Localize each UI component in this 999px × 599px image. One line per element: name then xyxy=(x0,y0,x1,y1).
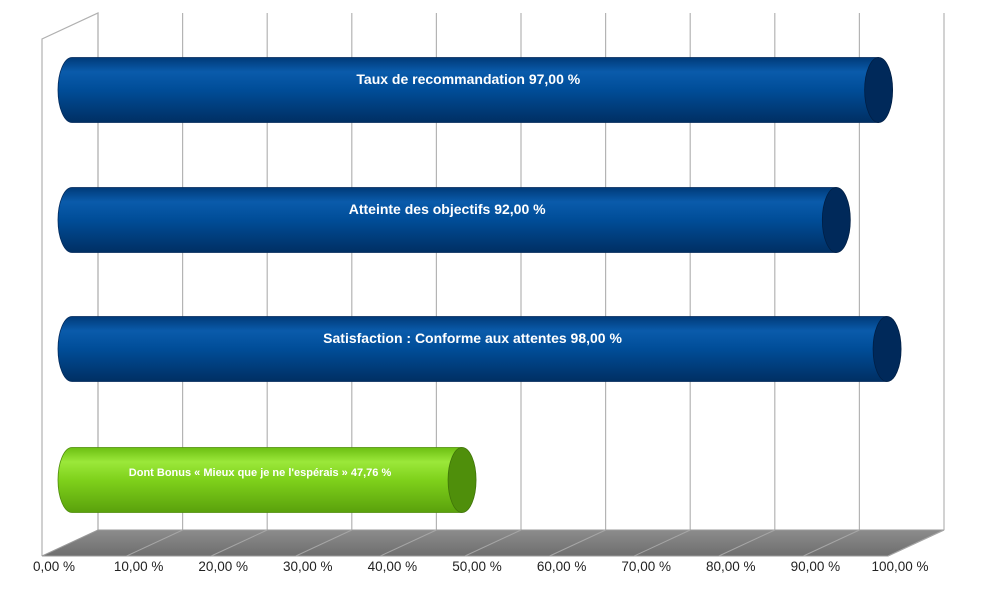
bar: Taux de recommandation 97,00 % xyxy=(57,57,894,123)
x-tick-label: 40,00 % xyxy=(368,559,418,574)
floor-gridline xyxy=(464,529,522,557)
bars: Taux de recommandation 97,00 % Atteinte d… xyxy=(57,57,902,513)
floor-gridline xyxy=(633,529,691,557)
floor-gridline xyxy=(718,529,776,557)
bar-data-label: Dont Bonus « Mieux que je ne l'espérais … xyxy=(129,467,392,479)
x-tick-label: 80,00 % xyxy=(706,559,756,574)
floor-gridline xyxy=(210,529,268,557)
bar: Dont Bonus « Mieux que je ne l'espérais … xyxy=(57,447,477,513)
floor-gridline xyxy=(887,529,945,557)
x-tick-label: 50,00 % xyxy=(452,559,502,574)
floor-gridline xyxy=(803,529,860,557)
bar-data-label: Satisfaction : Conforme aux attentes 98,… xyxy=(323,330,622,346)
x-tick-label: 60,00 % xyxy=(537,559,587,574)
bar-body xyxy=(57,447,463,513)
floor-gridline xyxy=(549,529,606,557)
x-axis-tick-labels: 0,00 % 10,00 % 20,00 % 30,00 % 40,00 % 50,00 … xyxy=(33,559,929,574)
x-tick-label: 100,00 % xyxy=(871,559,928,574)
x-tick-label: 70,00 % xyxy=(621,559,671,574)
x-tick-label: 0,00 % xyxy=(33,559,75,574)
chart-floor xyxy=(41,529,945,557)
floor-gridline xyxy=(126,529,183,557)
bar-data-label: Taux de recommandation 97,00 % xyxy=(356,71,580,87)
bar-end-cap xyxy=(864,57,894,123)
bar-end-cap xyxy=(447,447,477,513)
x-tick-label: 90,00 % xyxy=(791,559,841,574)
floor-gridline xyxy=(295,529,353,557)
bar: Satisfaction : Conforme aux attentes 98,… xyxy=(57,316,902,382)
x-tick-label: 20,00 % xyxy=(198,559,248,574)
x-tick-label: 30,00 % xyxy=(283,559,333,574)
bar: Atteinte des objectifs 92,00 % xyxy=(57,187,851,253)
bar-body xyxy=(57,57,880,123)
bar-body xyxy=(57,187,837,253)
bar-end-cap xyxy=(821,187,851,253)
x-tick-label: 10,00 % xyxy=(114,559,164,574)
bar-body xyxy=(57,316,888,382)
bar-end-cap xyxy=(872,316,902,382)
floor-gridline xyxy=(380,529,437,557)
bar-data-label: Atteinte des objectifs 92,00 % xyxy=(349,201,546,217)
